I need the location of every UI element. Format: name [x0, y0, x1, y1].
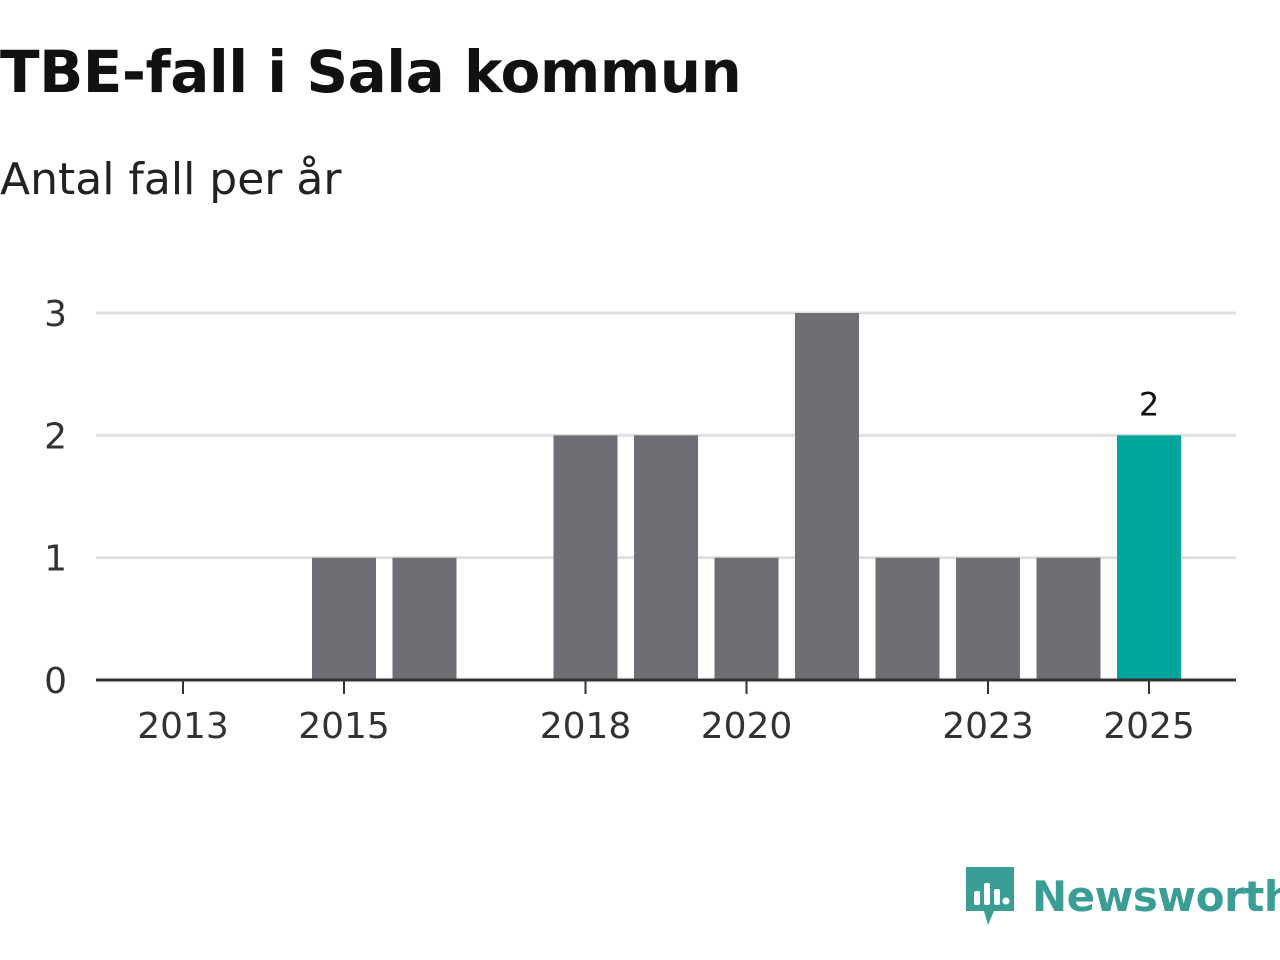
x-tick-label: 2013	[137, 706, 229, 747]
chart-subtitle: Antal fall per år	[0, 154, 342, 205]
bar-2021	[795, 313, 859, 680]
x-tick-label: 2015	[298, 706, 390, 747]
brand-name: Newsworthy	[1032, 871, 1280, 921]
y-tick-label: 3	[44, 294, 67, 335]
x-tick-label: 2023	[942, 706, 1034, 747]
x-tick-label: 2025	[1103, 706, 1195, 747]
x-tick-label: 2018	[540, 706, 632, 747]
y-tick-label: 2	[44, 416, 67, 457]
bar-2018	[553, 435, 618, 680]
y-tick-label: 0	[44, 661, 67, 702]
bar-2025	[1117, 435, 1181, 680]
bar-2024	[1036, 557, 1101, 680]
bar-2019	[634, 435, 698, 680]
data-label: 2	[1139, 385, 1159, 423]
brand-logo: Newsworthy	[964, 864, 1280, 928]
bar-2016	[392, 557, 457, 680]
y-tick-label: 1	[44, 539, 67, 580]
bar-2015	[312, 557, 376, 680]
bar-2022	[875, 557, 940, 680]
bar-2023	[956, 557, 1020, 680]
newsworthy-logo-icon	[966, 867, 1014, 925]
chart-title: TBE-fall i Sala kommun	[0, 38, 742, 106]
bar-2020	[714, 557, 779, 680]
x-tick-label: 2020	[701, 706, 793, 747]
